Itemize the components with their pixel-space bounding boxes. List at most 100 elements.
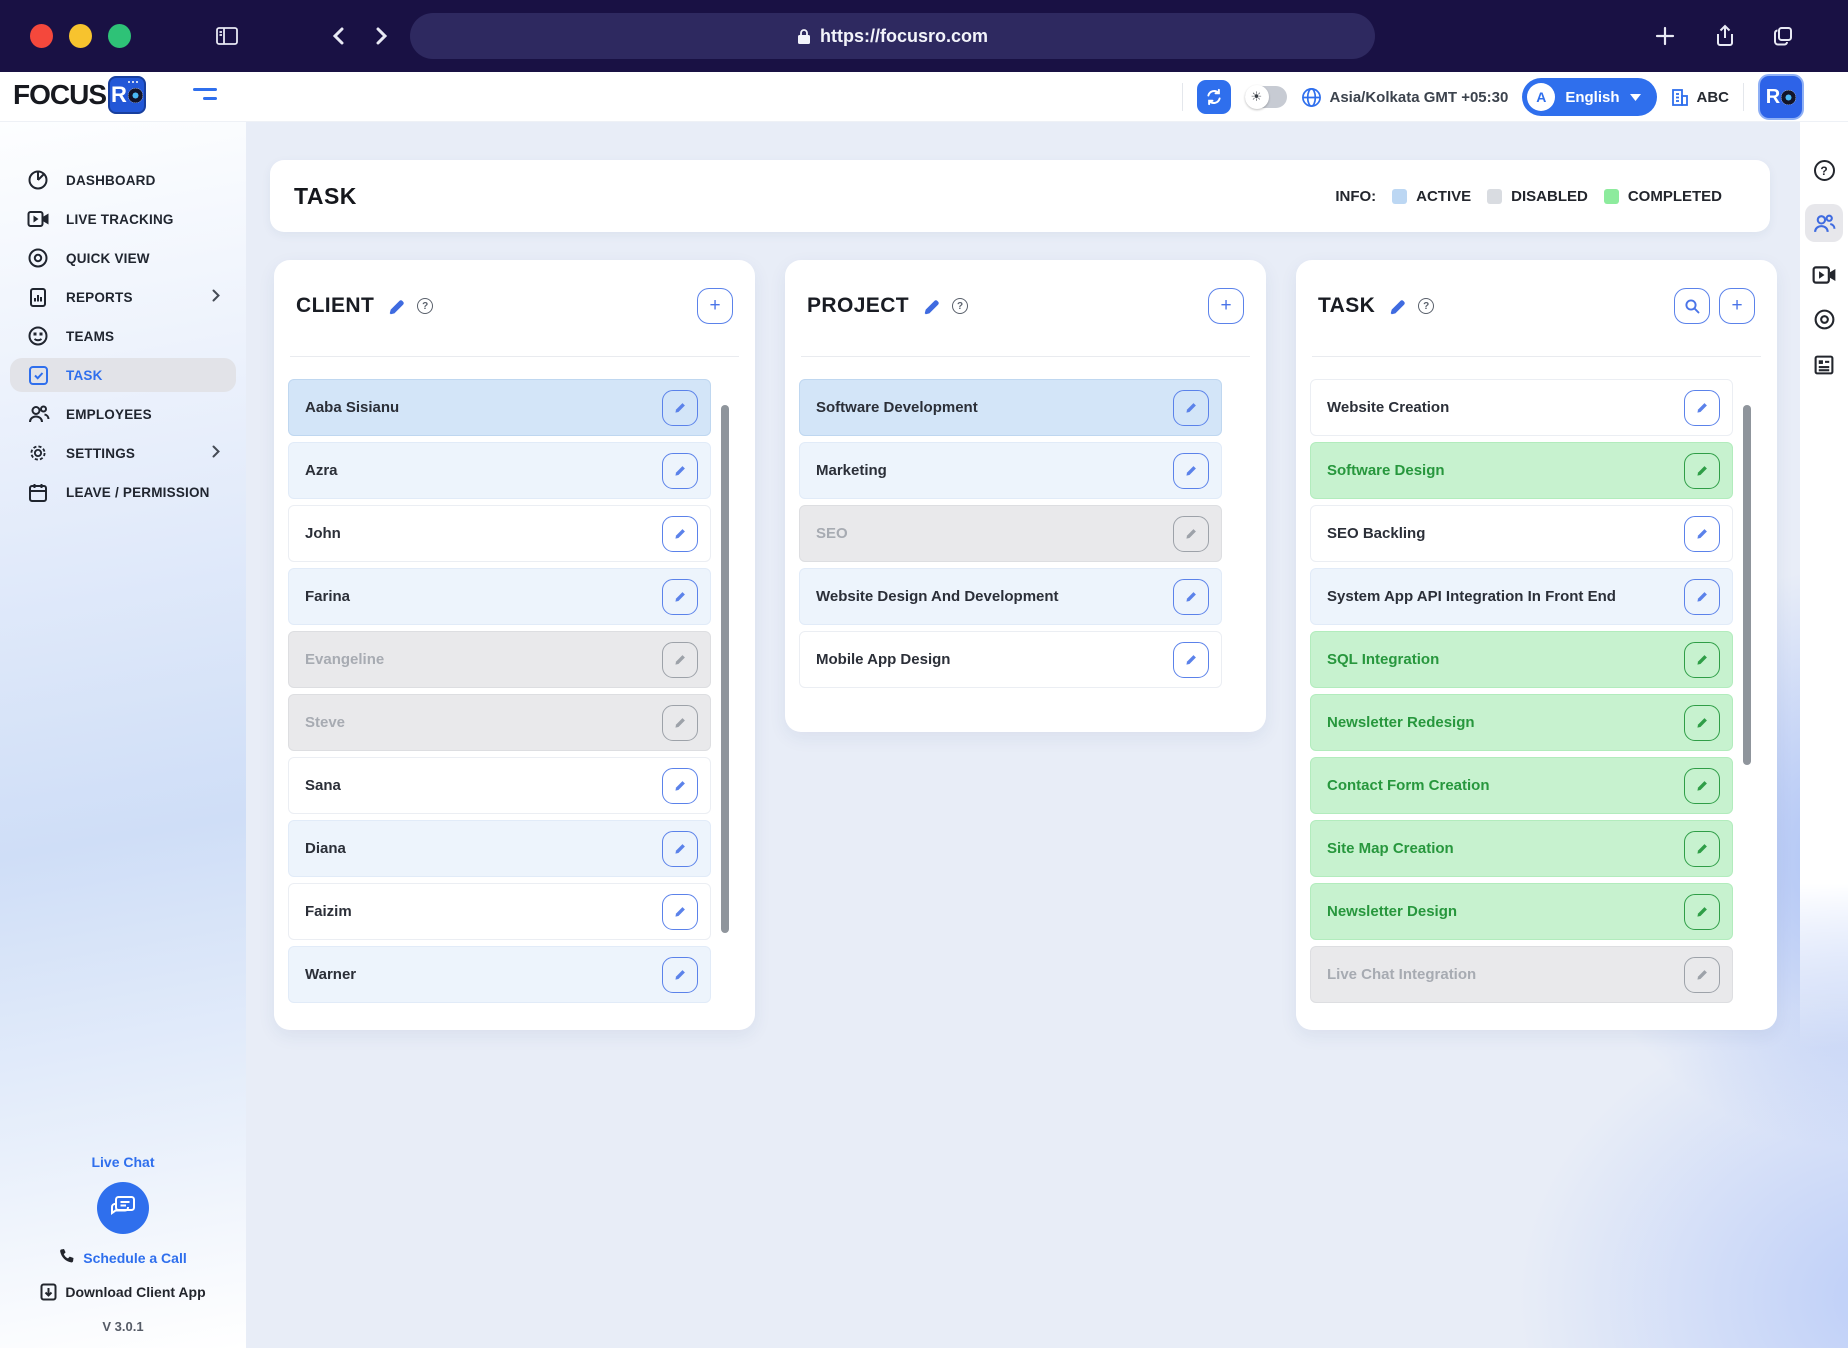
list-item[interactable]: Diana: [288, 820, 711, 877]
edit-button[interactable]: [1684, 893, 1720, 930]
sidebar-item-dashboard[interactable]: DASHBOARD: [10, 163, 236, 197]
search-task-button[interactable]: [1674, 288, 1710, 324]
sidebar-item-live-tracking[interactable]: LIVE TRACKING: [10, 202, 236, 236]
maximize-window-button[interactable]: [108, 24, 131, 48]
edit-button[interactable]: [1173, 452, 1209, 489]
edit-button[interactable]: [662, 641, 698, 678]
list-item[interactable]: John: [288, 505, 711, 562]
close-window-button[interactable]: [30, 24, 53, 48]
edit-button[interactable]: [1684, 578, 1720, 615]
list-item[interactable]: SEO: [799, 505, 1222, 562]
edit-button[interactable]: [662, 893, 698, 930]
app-logo[interactable]: FOCUS R: [13, 76, 146, 114]
list-item[interactable]: Marketing: [799, 442, 1222, 499]
list-item[interactable]: Contact Form Creation: [1310, 757, 1733, 814]
list-item[interactable]: Live Chat Integration: [1310, 946, 1733, 1003]
list-item[interactable]: Mobile App Design: [799, 631, 1222, 688]
download-client-app-link[interactable]: Download Client App: [40, 1283, 206, 1301]
edit-button[interactable]: [1173, 578, 1209, 615]
list-item[interactable]: Website Creation: [1310, 379, 1733, 436]
list-item[interactable]: System App API Integration In Front End: [1310, 568, 1733, 625]
list-item[interactable]: Newsletter Redesign: [1310, 694, 1733, 751]
list-item[interactable]: Newsletter Design: [1310, 883, 1733, 940]
list-item[interactable]: Sana: [288, 757, 711, 814]
edit-button[interactable]: [1684, 956, 1720, 993]
edit-button[interactable]: [662, 767, 698, 804]
edit-button[interactable]: [662, 704, 698, 741]
organization-display[interactable]: ABC: [1671, 88, 1729, 107]
sync-button[interactable]: [1196, 80, 1231, 114]
edit-button[interactable]: [1173, 641, 1209, 678]
edit-button[interactable]: [1173, 515, 1209, 552]
divider: [290, 356, 739, 357]
user-avatar[interactable]: R: [1758, 74, 1804, 120]
edit-button[interactable]: [1684, 641, 1720, 678]
edit-button[interactable]: [662, 578, 698, 615]
list-item[interactable]: Azra: [288, 442, 711, 499]
edit-pencil-icon[interactable]: [1388, 297, 1407, 316]
edit-button[interactable]: [1684, 767, 1720, 804]
language-dropdown[interactable]: A English: [1522, 78, 1657, 116]
edit-button[interactable]: [662, 830, 698, 867]
sidebar-item-quick-view[interactable]: QUICK VIEW: [10, 241, 236, 275]
sidebar-item-task[interactable]: TASK: [10, 358, 236, 392]
list-item[interactable]: Faizim: [288, 883, 711, 940]
edit-button[interactable]: [1684, 515, 1720, 552]
help-icon[interactable]: ?: [1813, 160, 1835, 181]
edit-button[interactable]: [662, 956, 698, 993]
live-chat-button[interactable]: [97, 1182, 149, 1234]
list-item[interactable]: SQL Integration: [1310, 631, 1733, 688]
list-item[interactable]: Software Design: [1310, 442, 1733, 499]
news-icon[interactable]: [1813, 354, 1835, 376]
tabs-icon[interactable]: [1772, 25, 1794, 47]
list-item[interactable]: Software Development: [799, 379, 1222, 436]
list-item[interactable]: SEO Backling: [1310, 505, 1733, 562]
list-item[interactable]: Farina: [288, 568, 711, 625]
video-icon[interactable]: [1812, 265, 1837, 285]
sidebar-panel-icon[interactable]: [216, 27, 238, 45]
legend-label: DISABLED: [1511, 187, 1588, 205]
list-item[interactable]: Site Map Creation: [1310, 820, 1733, 877]
eye-icon[interactable]: [1813, 308, 1836, 331]
sidebar-item-employees[interactable]: EMPLOYEES: [10, 397, 236, 431]
forward-icon[interactable]: [376, 27, 388, 45]
add-task-button[interactable]: +: [1719, 288, 1755, 324]
edit-button[interactable]: [1684, 830, 1720, 867]
edit-pencil-icon[interactable]: [387, 297, 406, 316]
scrollbar-thumb[interactable]: [721, 405, 729, 933]
list-item[interactable]: Evangeline: [288, 631, 711, 688]
sidebar-nav: DASHBOARD LIVE TRACKING QUICK VIEW REPOR…: [0, 122, 246, 514]
sidebar-item-teams[interactable]: TEAMS: [10, 319, 236, 353]
people-icon[interactable]: [1805, 204, 1843, 242]
sidebar-collapse-icon[interactable]: [193, 88, 217, 100]
help-icon[interactable]: ?: [1418, 298, 1435, 314]
list-item[interactable]: Steve: [288, 694, 711, 751]
help-icon[interactable]: ?: [417, 298, 434, 314]
theme-toggle[interactable]: ☀: [1244, 85, 1287, 109]
sidebar-item-settings[interactable]: SETTINGS: [10, 436, 236, 470]
new-tab-icon[interactable]: [1655, 26, 1675, 46]
list-item[interactable]: Warner: [288, 946, 711, 1003]
edit-button[interactable]: [1684, 452, 1720, 489]
edit-pencil-icon[interactable]: [922, 297, 941, 316]
edit-button[interactable]: [662, 389, 698, 426]
help-icon[interactable]: ?: [952, 298, 968, 314]
list-item[interactable]: Website Design And Development: [799, 568, 1222, 625]
sidebar-item-leave-permission[interactable]: LEAVE / PERMISSION: [10, 475, 236, 509]
minimize-window-button[interactable]: [69, 24, 92, 48]
timezone-display[interactable]: Asia/Kolkata GMT +05:30: [1301, 87, 1508, 108]
share-icon[interactable]: [1714, 24, 1736, 48]
schedule-call-link[interactable]: Schedule a Call: [59, 1248, 187, 1267]
list-item[interactable]: Aaba Sisianu: [288, 379, 711, 436]
edit-button[interactable]: [1173, 389, 1209, 426]
add-client-button[interactable]: +: [697, 288, 733, 324]
edit-button[interactable]: [662, 452, 698, 489]
edit-button[interactable]: [1684, 704, 1720, 741]
scrollbar-thumb[interactable]: [1743, 405, 1751, 765]
edit-button[interactable]: [662, 515, 698, 552]
add-project-button[interactable]: +: [1208, 288, 1244, 324]
back-icon[interactable]: [332, 27, 344, 45]
address-bar[interactable]: https://focusro.com: [410, 13, 1375, 59]
edit-button[interactable]: [1684, 389, 1720, 426]
sidebar-item-reports[interactable]: REPORTS: [10, 280, 236, 314]
